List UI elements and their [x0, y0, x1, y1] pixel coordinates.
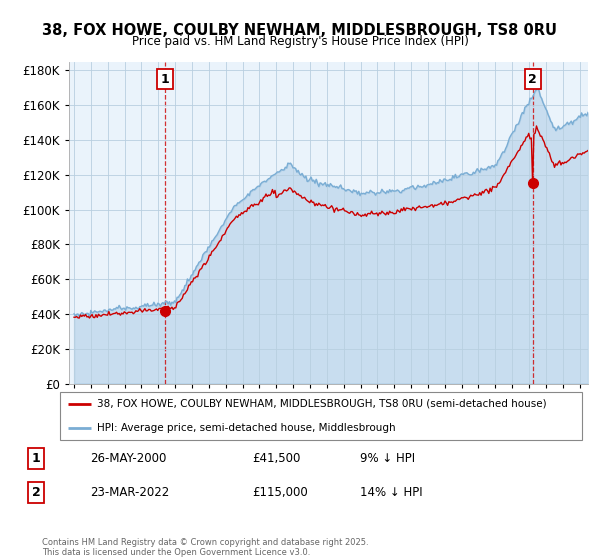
Text: Contains HM Land Registry data © Crown copyright and database right 2025.
This d: Contains HM Land Registry data © Crown c…	[42, 538, 368, 557]
Text: 26-MAY-2000: 26-MAY-2000	[90, 452, 166, 465]
Text: 38, FOX HOWE, COULBY NEWHAM, MIDDLESBROUGH, TS8 0RU (semi-detached house): 38, FOX HOWE, COULBY NEWHAM, MIDDLESBROU…	[97, 399, 546, 409]
Text: 2: 2	[32, 486, 40, 500]
FancyBboxPatch shape	[60, 392, 582, 440]
Text: £41,500: £41,500	[252, 452, 301, 465]
Text: 1: 1	[32, 452, 40, 465]
Text: 14% ↓ HPI: 14% ↓ HPI	[360, 486, 422, 500]
Text: 9% ↓ HPI: 9% ↓ HPI	[360, 452, 415, 465]
Text: 1: 1	[160, 72, 169, 86]
Text: 2: 2	[529, 72, 537, 86]
Text: £115,000: £115,000	[252, 486, 308, 500]
Text: 23-MAR-2022: 23-MAR-2022	[90, 486, 169, 500]
Text: HPI: Average price, semi-detached house, Middlesbrough: HPI: Average price, semi-detached house,…	[97, 423, 395, 433]
Text: Price paid vs. HM Land Registry's House Price Index (HPI): Price paid vs. HM Land Registry's House …	[131, 35, 469, 49]
Text: 38, FOX HOWE, COULBY NEWHAM, MIDDLESBROUGH, TS8 0RU: 38, FOX HOWE, COULBY NEWHAM, MIDDLESBROU…	[43, 24, 557, 38]
